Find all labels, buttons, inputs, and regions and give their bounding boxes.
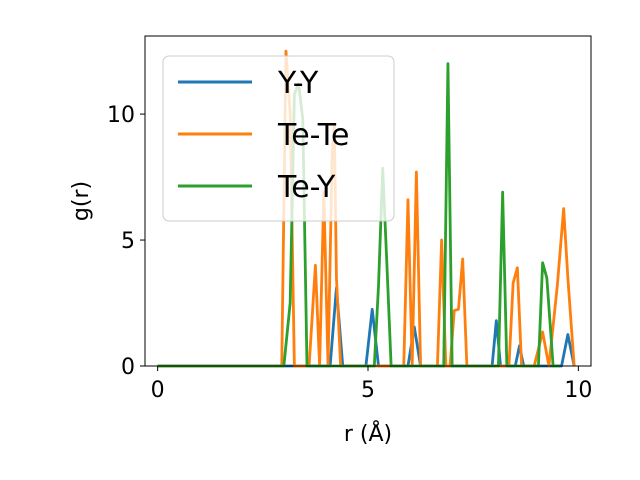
y-axis-label: g(r) — [69, 181, 94, 221]
y-tick-label: 5 — [121, 229, 135, 254]
legend-label-y-y: Y-Y — [277, 66, 319, 101]
x-tick-label: 0 — [151, 378, 165, 403]
y-tick-label: 0 — [121, 355, 135, 380]
y-axis: 0 5 10 — [107, 103, 145, 380]
legend-box — [162, 55, 395, 222]
x-axis-label: r (Å) — [344, 420, 392, 447]
x-axis: 0 5 10 — [151, 366, 592, 403]
legend-label-te-te: Te-Te — [277, 118, 349, 153]
legend-label-te-y: Te-Y — [277, 170, 336, 205]
x-tick-label: 10 — [564, 378, 592, 403]
legend: Y-Y Te-Te Te-Y — [162, 55, 395, 222]
y-tick-label: 10 — [107, 103, 135, 128]
x-tick-label: 5 — [361, 378, 375, 403]
